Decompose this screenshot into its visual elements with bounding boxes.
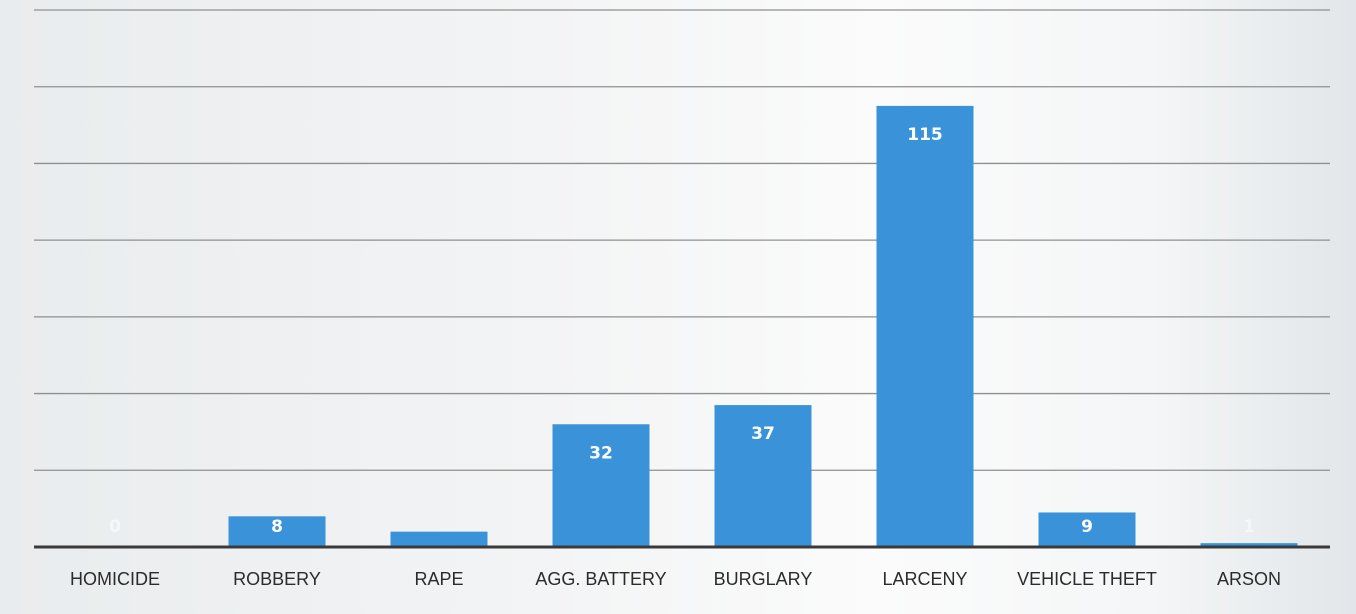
bar-robbery — [228, 516, 326, 547]
category-label-homicide: HOMICIDE — [70, 569, 160, 589]
category-label-vehicle-theft: VEHICLE THEFT — [1017, 569, 1157, 589]
category-label-robbery: ROBBERY — [233, 569, 321, 589]
data-label-burglary: 37 — [751, 424, 775, 444]
gridlines — [34, 9, 1330, 471]
data-label-agg-battery: 32 — [589, 443, 613, 463]
bar-vehicle-theft — [1038, 512, 1136, 547]
bar-agg-battery — [552, 424, 650, 547]
category-labels: HOMICIDE ROBBERY RAPE AGG. BATTERY BURGLARY L… — [70, 569, 1281, 589]
bars — [228, 105, 1298, 548]
category-label-agg-battery: AGG. BATTERY — [535, 569, 666, 589]
data-label-homicide: 0 — [109, 517, 121, 537]
data-label-arson: 1 — [1243, 517, 1255, 537]
category-label-rape: RAPE — [414, 569, 463, 589]
data-labels: 0 8 32 37 115 9 1 — [109, 125, 1255, 537]
data-label-larceny: 115 — [907, 125, 943, 145]
bar-burglary — [714, 405, 812, 547]
category-label-burglary: BURGLARY — [714, 569, 813, 589]
data-label-vehicle-theft: 9 — [1081, 517, 1093, 537]
bar-rape — [390, 531, 488, 547]
category-label-arson: ARSON — [1217, 569, 1281, 589]
data-label-robbery: 8 — [271, 517, 283, 537]
category-label-larceny: LARCENY — [882, 569, 967, 589]
bar-arson — [1200, 543, 1298, 547]
bar-larceny — [876, 105, 974, 548]
